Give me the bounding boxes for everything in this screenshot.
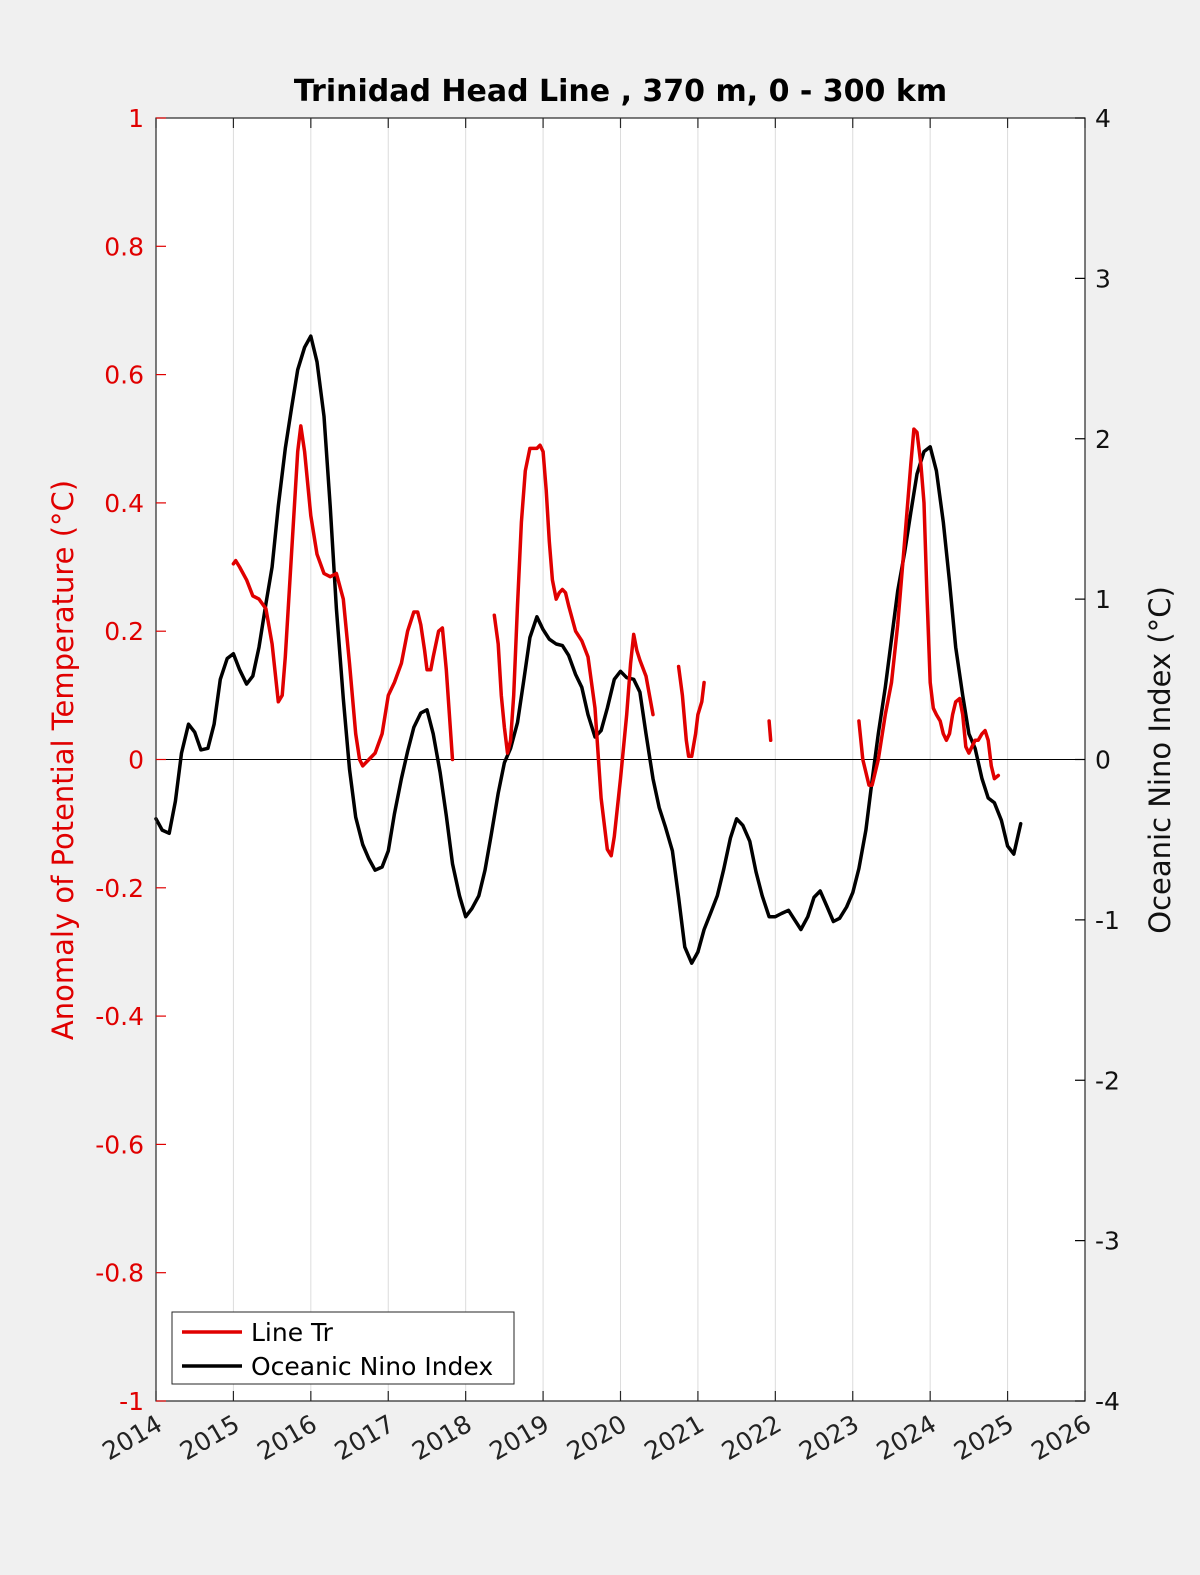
y-left-tick-label: 0.6: [104, 361, 144, 390]
y-left-tick-label: -0.6: [95, 1130, 144, 1159]
legend-label-oni: Oceanic Nino Index: [251, 1352, 493, 1381]
line-tr-series-segment-4: [857, 427, 1001, 787]
line-tr-series-segment-3: [767, 719, 773, 743]
y-right-tick-label: 1: [1095, 585, 1111, 614]
y-right-tick-label: 4: [1095, 104, 1111, 133]
legend-label-line-tr: Line Tr: [251, 1318, 334, 1347]
y-right-tick-label: -1: [1095, 906, 1120, 935]
oni-series-segment-0: [154, 334, 1023, 965]
y-right-tick-label: -4: [1095, 1387, 1120, 1416]
legend-box: [171, 1311, 515, 1385]
chart-title: Trinidad Head Line , 370 m, 0 - 300 km: [294, 74, 947, 109]
line-tr-series-segment-2: [676, 664, 706, 759]
line-tr-series-segment-1: [492, 443, 655, 858]
y-axis-right-label: Oceanic Nino Index (°C): [1143, 586, 1177, 934]
plot-lines: [154, 334, 1023, 965]
y-left-tick-label: -0.2: [95, 874, 144, 903]
y-left-tick-label: 0.2: [104, 617, 144, 646]
y-right-tick-label: 3: [1095, 264, 1111, 293]
y-left-tick-label: -0.8: [95, 1259, 144, 1288]
legend: Line Tr Oceanic Nino Index: [171, 1311, 515, 1385]
y-right-tick-label: 0: [1095, 746, 1111, 775]
y-right-tick-label: -3: [1095, 1227, 1120, 1256]
y-right-tick-label: -2: [1095, 1066, 1120, 1095]
y-left-tick-label: 0.4: [104, 489, 144, 518]
y-left-tick-label: -0.4: [95, 1002, 144, 1031]
y-left-tick-label: 0.8: [104, 232, 144, 261]
y-axis-left-label: Anomaly of Potential Temperature (°C): [46, 480, 80, 1040]
y-right-tick-label: 2: [1095, 425, 1111, 454]
y-left-tick-label: -1: [119, 1387, 144, 1416]
y-left-tick-label: 0: [128, 746, 144, 775]
y-left-tick-label: 1: [128, 104, 144, 133]
line-tr-series-segment-0: [231, 424, 455, 768]
